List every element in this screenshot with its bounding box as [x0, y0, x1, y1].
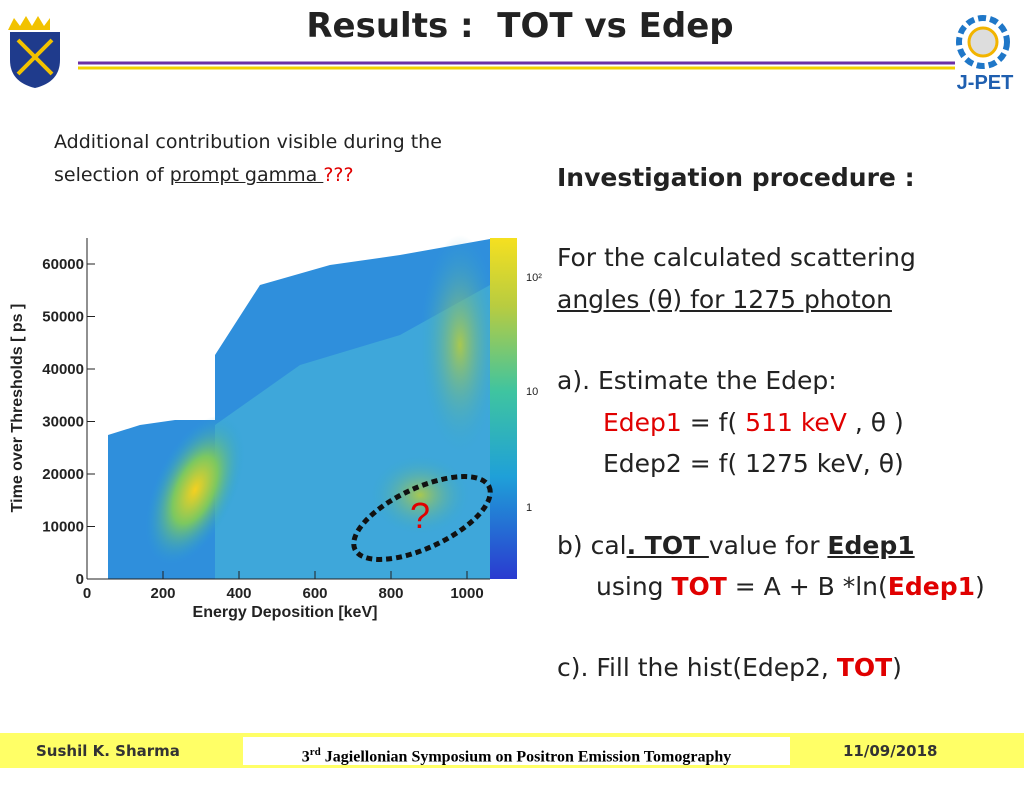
histogram-figure: ? Energy Deposition [keV] Time over Thre…	[9, 235, 542, 621]
text: c). Fill the hist(Edep2,	[557, 653, 837, 682]
footer: Sushil K. Sharma 3rd Jagiellonian Sympos…	[0, 733, 1024, 768]
logo-core	[967, 26, 999, 58]
procedure-heading: Investigation procedure :	[557, 163, 915, 192]
text: )	[892, 653, 902, 682]
procedure-line: c). Fill the hist(Edep2, TOT)	[557, 653, 902, 682]
y-axis-label: Time over Thresholds [ ps ]	[9, 304, 26, 513]
text: Edep1	[603, 408, 682, 437]
y-tick-label: 10000	[42, 519, 84, 536]
text: angles (θ) for 1275 photon	[557, 285, 892, 314]
text: a). Estimate the Edep:	[557, 366, 837, 395]
y-tick-label: 50000	[42, 309, 84, 326]
x-tick-label: 800	[378, 585, 403, 602]
text: . TOT	[626, 531, 709, 560]
event-name: Jagiellonian Symposium on Positron Emiss…	[320, 748, 732, 766]
heat-blob	[370, 455, 470, 535]
procedure-line: Edep2 = f( 1275 keV, θ)	[603, 449, 904, 478]
text: TOT	[671, 572, 727, 601]
procedure-line: b) cal. TOT value for Edep1	[557, 531, 915, 560]
text: = f(	[681, 408, 746, 437]
procedure-line: using TOT = A + B *ln(Edep1)	[596, 572, 985, 601]
y-tick-label: 60000	[42, 256, 84, 273]
keys	[16, 38, 54, 76]
note-underlined: prompt gamma	[169, 164, 324, 186]
procedure-line: a). Estimate the Edep:	[557, 366, 837, 395]
text: Edep1	[887, 572, 976, 601]
event: 3rd Jagiellonian Symposium on Positron E…	[243, 737, 790, 765]
slide-title: Results : TOT vs Edep	[306, 6, 734, 46]
text: For the calculated scattering	[557, 243, 916, 272]
y-tick-label: 40000	[42, 361, 84, 378]
text: TOT	[836, 653, 893, 682]
colorbar-label: 10	[526, 386, 538, 398]
note-text: selection of	[54, 164, 170, 186]
y-tick-label: 0	[76, 571, 84, 588]
colorbar-label: 10²	[526, 272, 542, 284]
text: , θ )	[846, 408, 904, 437]
colorbar	[490, 238, 517, 579]
slide: Results : TOT vs Edep J-PET Additional c…	[0, 6, 1024, 768]
x-tick-label: 1000	[450, 585, 483, 602]
text: b) cal	[557, 531, 627, 560]
procedure-line: For the calculated scattering	[557, 243, 916, 272]
text: Edep2 = f( 1275 keV, θ)	[603, 449, 904, 478]
x-tick-label: 600	[302, 585, 327, 602]
text: )	[975, 572, 985, 601]
note-marks: ???	[323, 164, 354, 186]
y-tick-label: 30000	[42, 414, 84, 431]
procedure-line: Edep1 = f( 511 keV , θ )	[603, 408, 904, 437]
crown	[8, 16, 50, 30]
text: = A + B *ln(	[726, 572, 888, 601]
event-num: 3	[301, 748, 310, 766]
x-tick-label: 400	[226, 585, 251, 602]
x-tick-label: 0	[83, 585, 91, 602]
x-tick-label: 200	[150, 585, 175, 602]
note-line: selection of prompt gamma ???	[54, 164, 354, 186]
x-axis-label: Energy Deposition [keV]	[193, 604, 378, 621]
highlight-ellipse	[351, 474, 493, 562]
text: using	[596, 572, 672, 601]
annotation: ?	[410, 495, 430, 536]
logo-text: J-PET	[957, 72, 1014, 94]
date: 11/09/2018	[843, 742, 938, 760]
text: 511 keV	[745, 408, 847, 437]
logo-ring	[956, 15, 1010, 69]
procedure-line: angles (θ) for 1275 photon	[557, 285, 892, 314]
author: Sushil K. Sharma	[36, 742, 180, 760]
crest	[10, 32, 60, 88]
text: value for	[708, 531, 828, 560]
header-graphics: J-PET	[8, 15, 1014, 94]
colorbar-label: 1	[526, 502, 532, 514]
heat-blob	[420, 235, 500, 455]
note-line: Additional contribution visible during t…	[54, 131, 442, 153]
text: Edep1	[827, 531, 915, 560]
y-tick-label: 20000	[42, 466, 84, 483]
heat-blob	[145, 415, 245, 565]
event-sup: rd	[309, 746, 321, 758]
